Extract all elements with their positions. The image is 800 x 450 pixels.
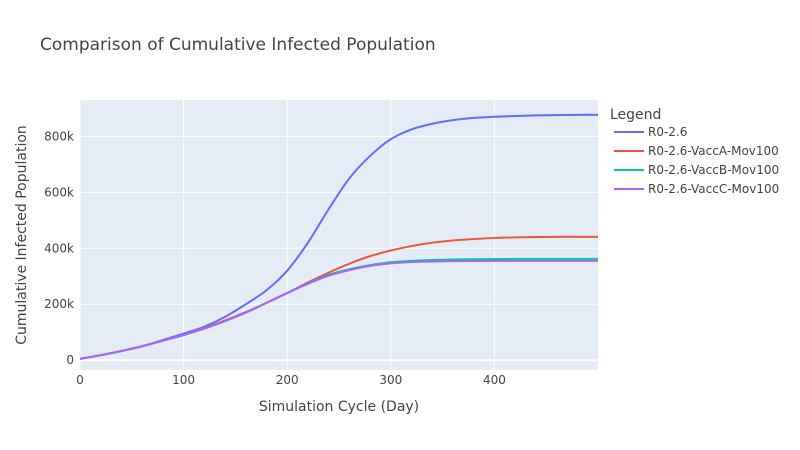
x-axis-ticks: 0 100 200 300 400: [76, 373, 506, 387]
legend-entry-label: R0-2.6-VaccA-Mov100: [648, 144, 779, 158]
y-tick-label: 200k: [44, 297, 74, 311]
y-tick-label: 400k: [44, 241, 74, 255]
legend-entry-label: R0-2.6-VaccB-Mov100: [648, 163, 779, 177]
series-layer: [79, 113, 599, 360]
chart-title: Comparison of Cumulative Infected Popula…: [40, 35, 436, 55]
legend: Legend R0-2.6 R0-2.6-VaccA-Mov100 R0-2.6-V…: [610, 107, 779, 196]
y-tick-label: 600k: [44, 185, 74, 199]
y-axis-ticks: 0 200k 400k 600k 800k: [44, 129, 74, 367]
x-tick-label: 0: [76, 373, 84, 387]
legend-title: Legend: [610, 107, 661, 123]
x-axis-title: Simulation Cycle (Day): [259, 399, 419, 415]
series-line-3: [79, 259, 598, 360]
y-axis-title: Cumulative Infected Population: [14, 125, 30, 345]
x-tick-label: 400: [483, 373, 506, 387]
plot-area: [80, 100, 598, 370]
x-tick-label: 300: [379, 373, 402, 387]
x-tick-label: 200: [276, 373, 299, 387]
x-tick-label: 100: [172, 373, 195, 387]
y-tick-label: 800k: [44, 129, 74, 143]
legend-entry-label: R0-2.6-VaccC-Mov100: [648, 182, 779, 196]
legend-entry-label: R0-2.6: [648, 125, 687, 139]
y-tick-label: 0: [66, 353, 74, 367]
